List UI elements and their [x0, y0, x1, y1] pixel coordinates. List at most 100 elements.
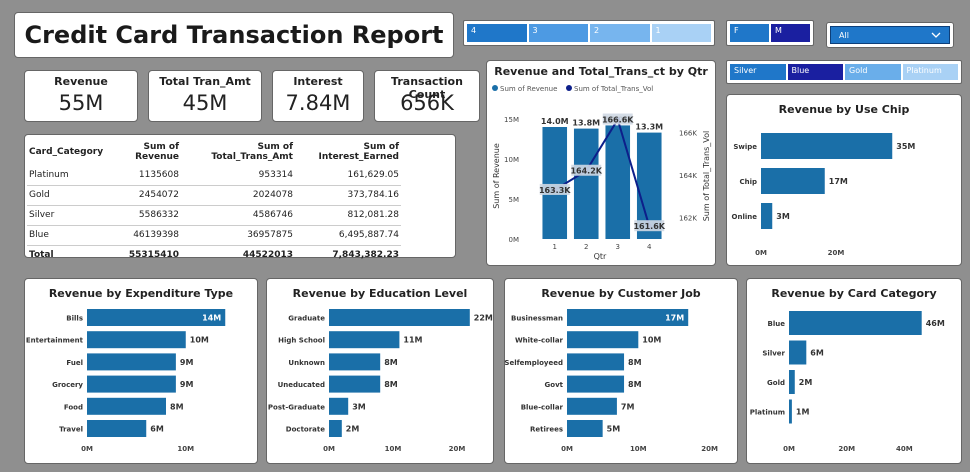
bar: [789, 311, 922, 335]
filter-dropdown[interactable]: All: [826, 22, 954, 48]
table-cell: 46139398: [107, 225, 181, 246]
table-cell: Gold: [27, 185, 107, 206]
category-label: Swipe: [733, 143, 757, 151]
category-label: Unknown: [288, 359, 325, 367]
kpi-value: 656K: [400, 91, 454, 115]
expenditure-chart-svg: Bills 14M Entertainment 10M Fuel 9M Grocery 9M F…: [26, 309, 226, 453]
data-label: 22M: [474, 314, 493, 323]
table-cell: Blue: [27, 225, 107, 246]
data-label: 3M: [352, 402, 366, 411]
tick-label: 1: [553, 243, 557, 251]
data-label: 6M: [810, 349, 824, 358]
bar: [87, 420, 147, 437]
table-cell: Platinum: [27, 165, 107, 186]
data-label-bg: [539, 183, 570, 195]
kpi-revenue: Revenue 55M: [24, 70, 138, 122]
data-label: 46M: [926, 319, 945, 328]
filter-dropdown-box[interactable]: All: [830, 26, 950, 44]
slicer-gender-m[interactable]: M: [771, 24, 810, 42]
table-row: Platinum 1135608 953314 161,629.05: [27, 165, 401, 186]
quarter-slicer[interactable]: 4 3 2 1: [463, 20, 715, 46]
chart-title: Revenue and Total_Trans_ct by Qtr: [494, 65, 708, 78]
bar: [87, 397, 166, 415]
data-label: 7M: [621, 402, 635, 411]
bar: [567, 353, 625, 371]
bar: [329, 353, 381, 371]
data-label: 10M: [642, 336, 661, 345]
tick-label: 10M: [504, 156, 519, 164]
y-axis-label: Sum of Revenue: [492, 143, 501, 209]
bar: [87, 375, 176, 393]
table-cell: 812,081.28: [295, 205, 401, 226]
table-row: Blue 46139398 36957875 6,495,887.74: [27, 225, 401, 246]
revenue-by-expenditure-chart: Revenue by Expenditure Type Bills 14M Ente…: [24, 278, 258, 464]
kpi-value: 45M: [182, 91, 228, 115]
filter-dropdown-value: All: [839, 30, 849, 40]
tick-label: 0M: [755, 249, 767, 257]
bar: [329, 331, 400, 349]
data-label: 35M: [896, 142, 915, 151]
table-cell: Total: [27, 244, 107, 265]
tick-label: 20M: [449, 445, 466, 453]
chart-title: Revenue by Education Level: [292, 287, 468, 300]
slicer-card-gold[interactable]: Gold: [845, 64, 901, 80]
tick-label: 4: [647, 243, 652, 251]
revenue-by-qtr-chart: Revenue and Total_Trans_ct by Qtr Sum of…: [486, 60, 716, 266]
slicer-card-platinum[interactable]: Platinum: [902, 64, 958, 80]
card-category-chart-svg: Blue 46M Silver 6M Gold 2M Platinum 1M 0M 20M 40M: [750, 311, 945, 453]
bar: [789, 370, 795, 394]
table-header-row: Card_Category Sum of Revenue Sum of Tota…: [27, 139, 401, 165]
card-category-slicer[interactable]: Silver Blue Gold Platinum: [726, 60, 962, 84]
tick-label: 0M: [323, 445, 335, 453]
bar: [329, 420, 342, 437]
slicer-card-blue[interactable]: Blue: [787, 64, 843, 80]
table-row: Gold 2454072 2024078 373,784.16: [27, 185, 401, 206]
table-header[interactable]: Sum of Interest_Earned: [318, 142, 399, 162]
data-label: 6M: [150, 425, 164, 434]
slicer-card-silver[interactable]: Silver: [730, 64, 786, 80]
data-label: 161.6K: [633, 222, 665, 231]
bar: [567, 397, 617, 415]
slicer-qtr-3[interactable]: 3: [528, 24, 588, 42]
legend-marker: [566, 85, 572, 91]
data-label: 13.8M: [572, 119, 600, 128]
gender-slicer[interactable]: F M: [726, 20, 814, 46]
education-chart-svg: Graduate 22M High School 11M Unknown 8M Uneduc…: [268, 309, 493, 453]
tick-label: 3: [616, 243, 620, 251]
category-label: Uneducated: [278, 381, 325, 389]
data-label: 17M: [665, 314, 684, 323]
table-header[interactable]: Sum of Total_Trans_Amt: [211, 142, 293, 162]
table-cell: 2024078: [181, 185, 295, 206]
category-label: Fuel: [66, 359, 83, 367]
data-label: 8M: [170, 402, 184, 411]
bar: [329, 375, 381, 393]
table-cell: 36957875: [181, 225, 295, 246]
tick-label: 0M: [81, 445, 93, 453]
table-cell: 4586746: [181, 205, 295, 226]
kpi-label: Transaction Count: [391, 75, 463, 101]
slicer-qtr-1[interactable]: 1: [651, 24, 711, 42]
kpi-transaction-count: Transaction Count 656K: [374, 70, 480, 122]
data-label: 10M: [190, 336, 209, 345]
chart-title: Revenue by Card Category: [771, 287, 937, 300]
table-header[interactable]: Sum of Revenue: [135, 142, 179, 162]
slicer-qtr-4[interactable]: 4: [467, 24, 527, 42]
table-header[interactable]: Card_Category: [29, 147, 104, 157]
tick-label: 20M: [828, 249, 845, 257]
tick-label: 10M: [630, 445, 647, 453]
bar: [329, 309, 470, 326]
data-label: 11M: [403, 336, 422, 345]
summary-table: Card_Category Sum of Revenue Sum of Tota…: [27, 139, 401, 265]
bar: [329, 397, 349, 415]
data-label: 3M: [776, 212, 790, 221]
table-cell: 5586332: [107, 205, 181, 226]
table-cell: 6,495,887.74: [295, 225, 401, 246]
table-cell: 2454072: [107, 185, 181, 206]
bar: [567, 420, 603, 437]
slicer-gender-f[interactable]: F: [730, 24, 769, 42]
slicer-qtr-2[interactable]: 2: [590, 24, 650, 42]
bar: [567, 375, 625, 393]
category-label: Food: [64, 403, 83, 411]
tick-label: 5M: [509, 196, 520, 204]
data-label: 1M: [796, 408, 810, 417]
